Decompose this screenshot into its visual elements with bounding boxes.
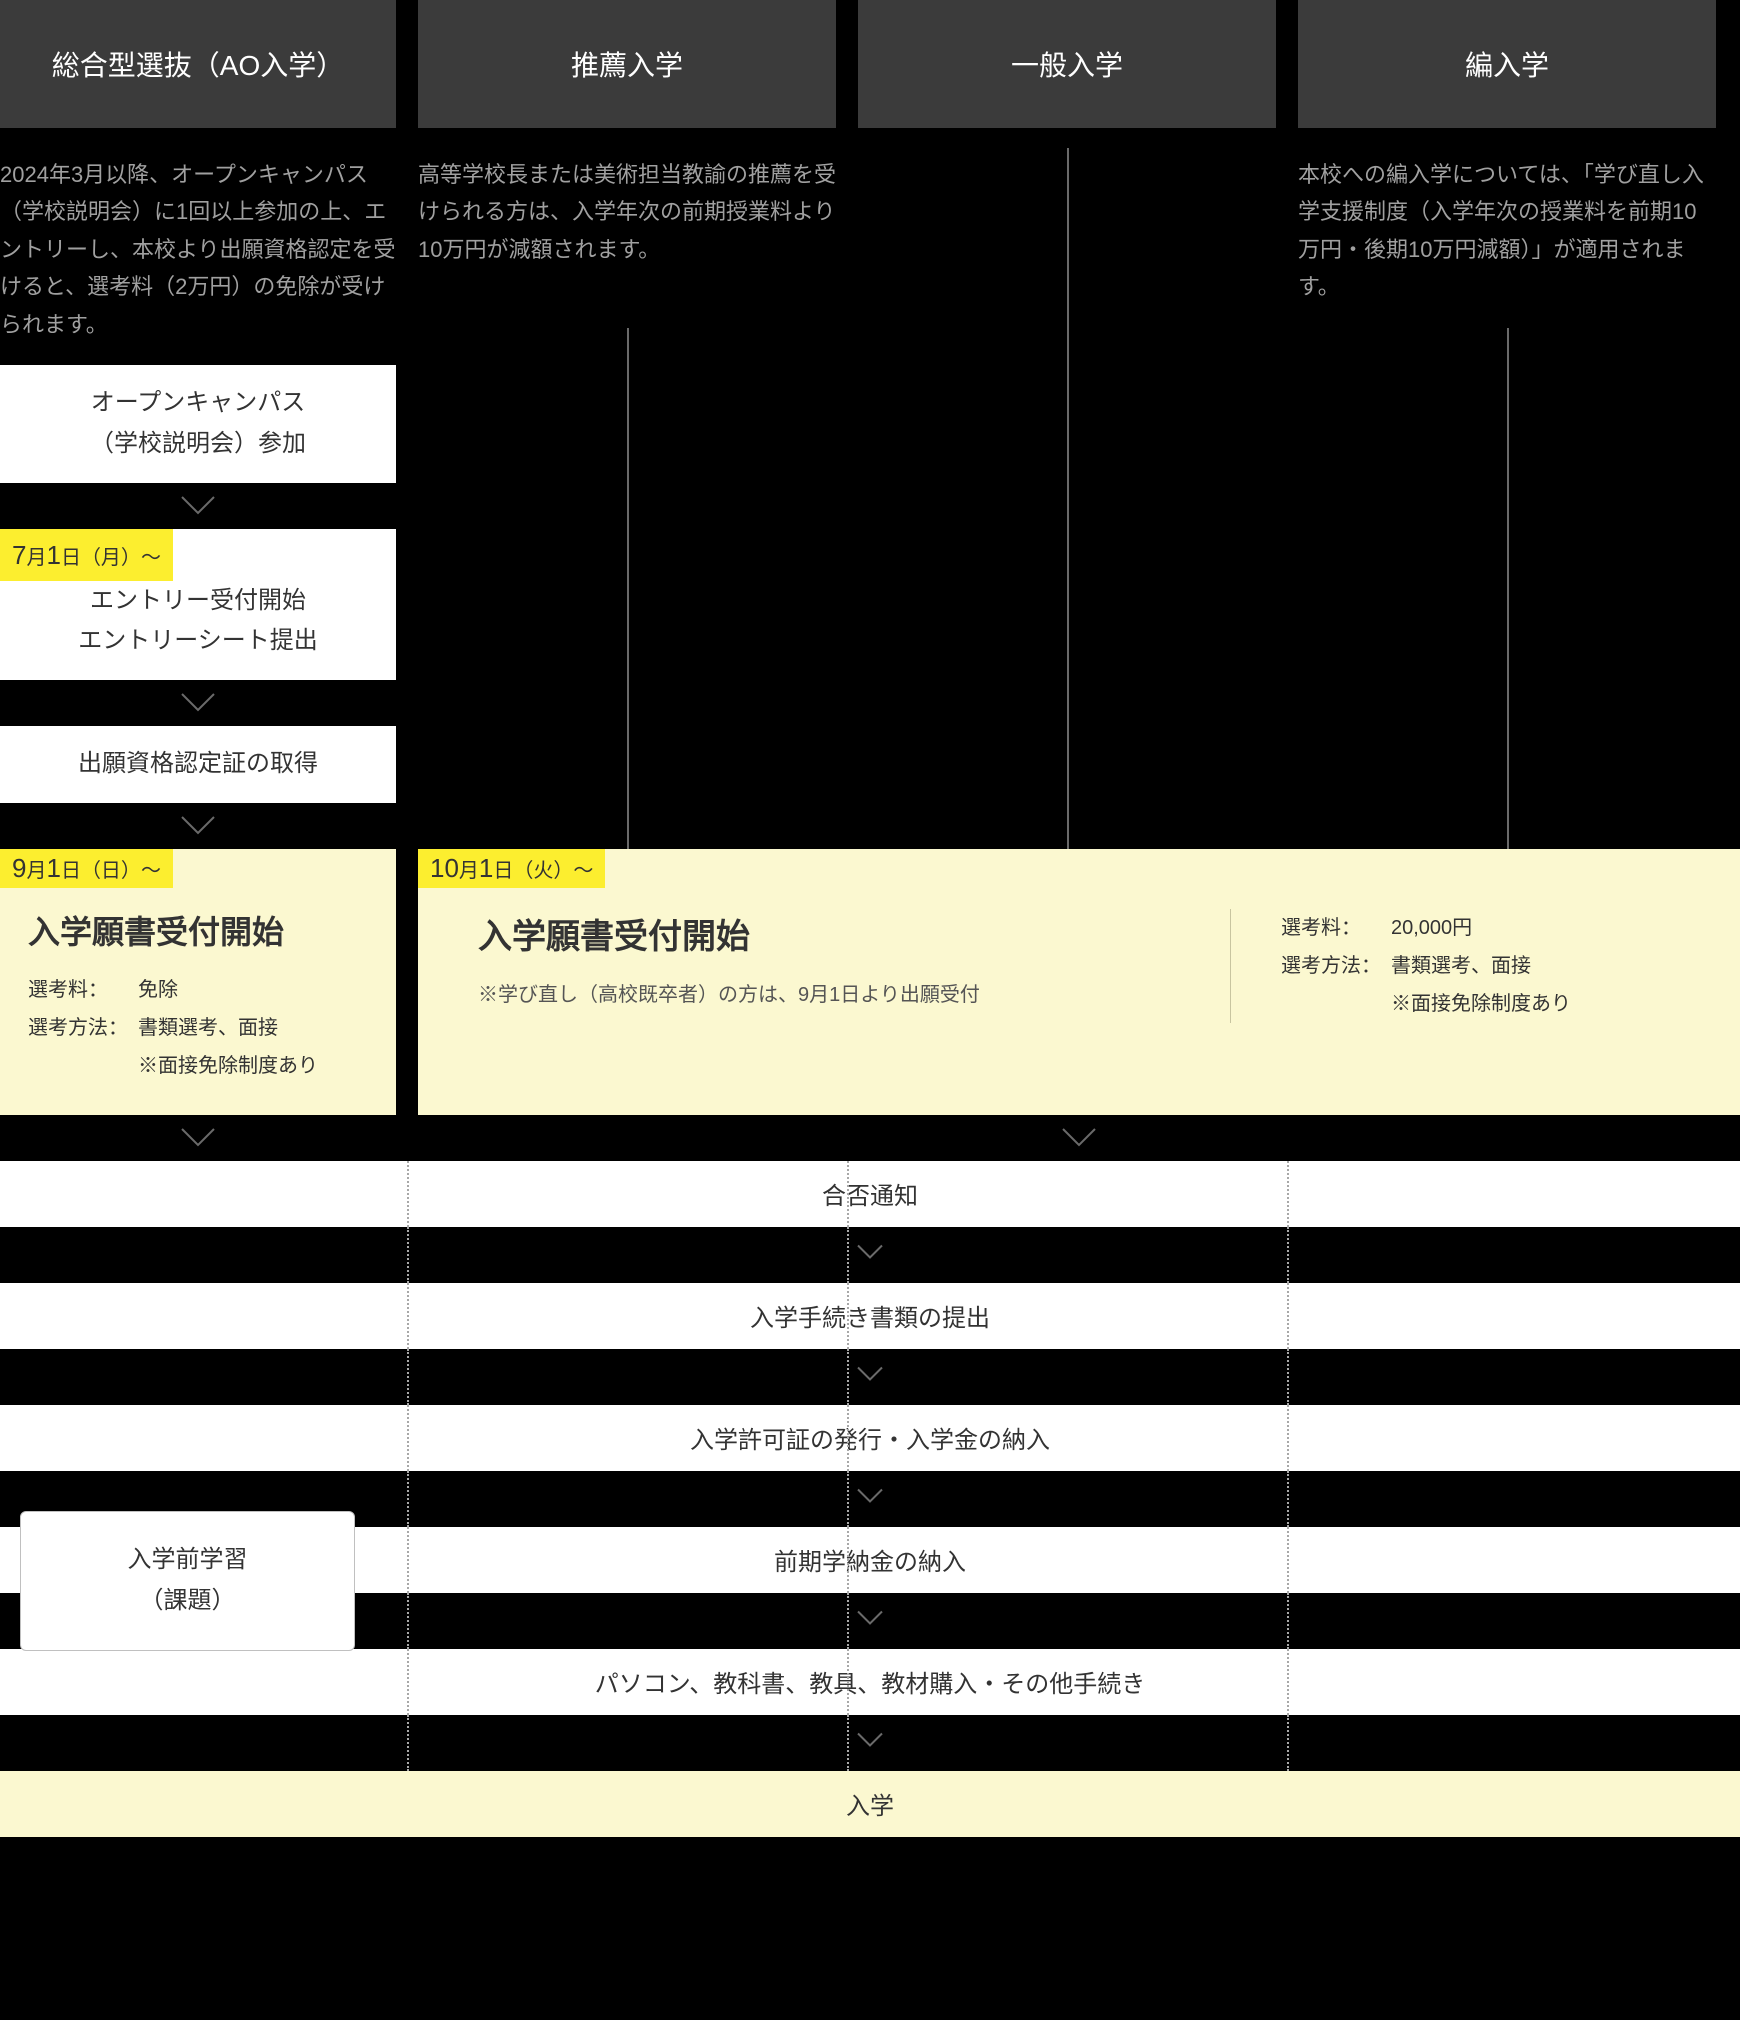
step-open-campus: オープンキャンパス （学校説明会）参加 — [0, 365, 396, 483]
date-tag-jul1: 7月1日（月）〜 — [0, 529, 173, 581]
bar-nyugaku: 入学 — [0, 1771, 1740, 1837]
header-suisen: 推薦入学 — [418, 0, 836, 128]
header-ippan: 一般入学 — [858, 0, 1276, 128]
step-entry: 7月1日（月）〜 エントリー受付開始 エントリーシート提出 — [0, 529, 396, 681]
hl-right-note: ※学び直し（高校既卒者）の方は、9月1日より出願受付 — [478, 978, 1230, 1007]
arrow-line-ippan — [1067, 148, 1069, 918]
step-certification: 出願資格認定証の取得 — [0, 726, 396, 803]
step-entry-l2: エントリーシート提出 — [8, 621, 388, 662]
chevron-down-icon — [856, 1243, 884, 1266]
chevron-down-icon — [856, 1731, 884, 1754]
bottom-flow: 合否通知 入学手続き書類の提出 入学許可証の発行・入学金の納入 前期学納金の納入 — [0, 1161, 1740, 1837]
desc-ippan — [858, 128, 1276, 849]
chevron-down-icon — [0, 1115, 396, 1161]
chevron-down-icon — [856, 1609, 884, 1632]
hl-right-detail: 選考料： 20,000円 選考方法： 書類選考、面接 ※面接免除制度あり — [1230, 909, 1700, 1023]
arrow-line-hennyu — [1507, 328, 1509, 918]
chevron-down-icon — [856, 1365, 884, 1388]
hl-ao-method: 選考方法： 書類選考、面接 ※面接免除制度あり — [28, 1009, 376, 1085]
step-open-campus-text: オープンキャンパス （学校説明会）参加 — [90, 389, 306, 457]
chevron-down-icon — [856, 1487, 884, 1510]
chevron-down-icon — [0, 483, 396, 529]
hl-right-title: 入学願書受付開始 — [478, 909, 1230, 958]
bar-kounyu: パソコン、教科書、教具、教材購入・その他手続き — [0, 1649, 1740, 1715]
chevron-down-icon — [0, 680, 396, 726]
header-hennyu: 編入学 — [1298, 0, 1716, 128]
desc-suisen: 高等学校長または美術担当教諭の推薦を受けられる方は、入学年次の前期授業料より10… — [418, 128, 836, 849]
hl-ao-title: 入学願書受付開始 — [28, 907, 376, 953]
bar-gouhi: 合否通知 — [0, 1161, 1740, 1227]
bar-tetsuzuki-shorui: 入学手続き書類の提出 — [0, 1283, 1740, 1349]
highlight-other-application: 10月1日（火）〜 入学願書受付開始 ※学び直し（高校既卒者）の方は、9月1日よ… — [418, 849, 1740, 1115]
desc-hennyu-text: 本校への編入学については、「学び直し入学支援制度（入学年次の授業料を前期10万円… — [1298, 156, 1716, 306]
chevron-down-icon — [418, 1115, 1740, 1161]
chevron-down-icon — [0, 803, 396, 849]
column-headers: 総合型選抜（AO入学） 推薦入学 一般入学 編入学 — [0, 0, 1740, 128]
hl-ao-fee: 選考料： 免除 — [28, 971, 376, 1009]
desc-hennyu: 本校への編入学については、「学び直し入学支援制度（入学年次の授業料を前期10万円… — [1298, 128, 1716, 849]
float-pre-study: 入学前学習 （課題） — [20, 1511, 355, 1651]
step-entry-l1: エントリー受付開始 — [8, 581, 388, 622]
date-tag-oct1: 10月1日（火）〜 — [418, 849, 605, 888]
bar-kyokasyo: 入学許可証の発行・入学金の納入 — [0, 1405, 1740, 1471]
ao-steps: オープンキャンパス （学校説明会）参加 7月1日（月）〜 エントリー受付開始 エ… — [0, 365, 396, 849]
desc-ao: 2024年3月以降、オープンキャンパス（学校説明会）に1回以上参加の上、エントリ… — [0, 128, 396, 365]
desc-suisen-text: 高等学校長または美術担当教諭の推薦を受けられる方は、入学年次の前期授業料より10… — [418, 156, 836, 268]
highlight-ao-application: 9月1日（日）〜 入学願書受付開始 選考料： 免除 選考方法： 書類選考、面接 … — [0, 849, 396, 1115]
arrow-line-suisen — [627, 328, 629, 918]
header-ao: 総合型選抜（AO入学） — [0, 0, 396, 128]
date-tag-sep1: 9月1日（日）〜 — [0, 849, 173, 888]
